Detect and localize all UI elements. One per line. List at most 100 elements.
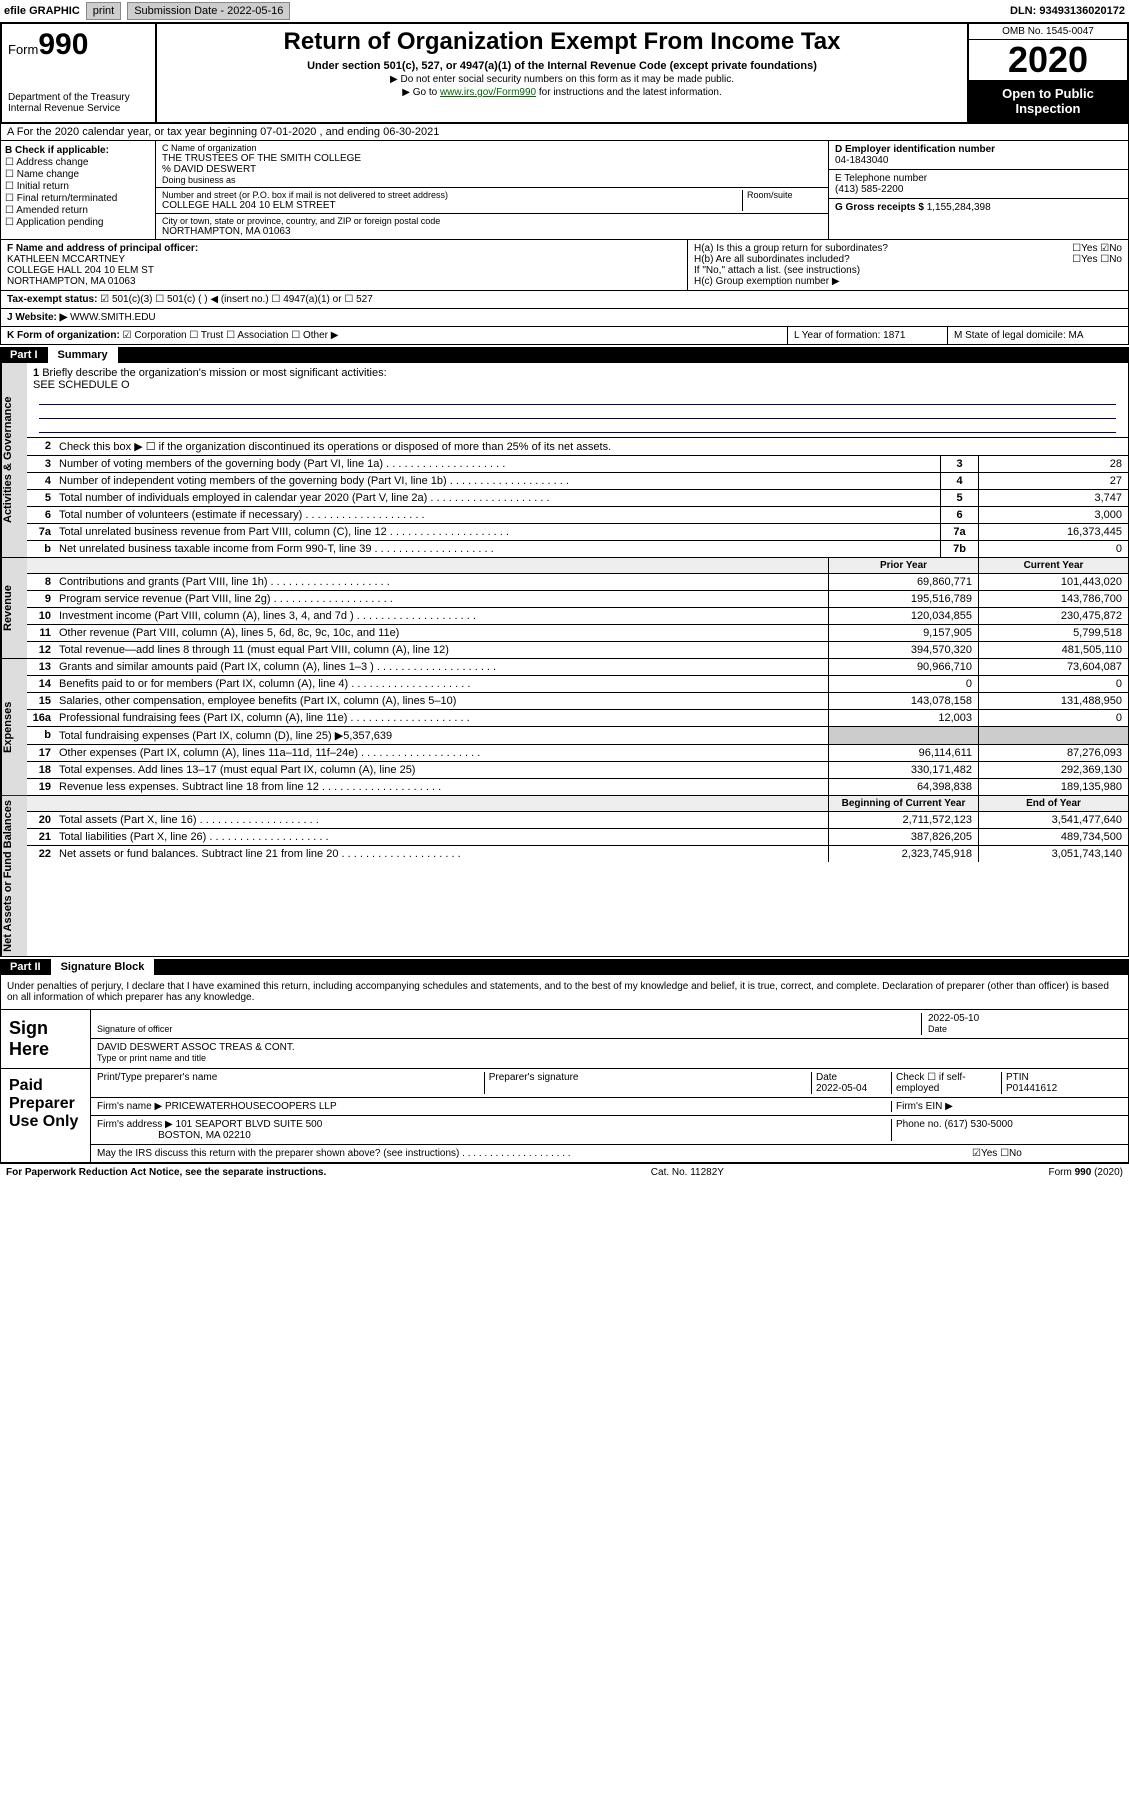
dba-label: Doing business as xyxy=(162,175,822,185)
line1: 1 Briefly describe the organization's mi… xyxy=(27,363,1128,438)
sig-name-row: DAVID DESWERT ASSOC TREAS & CONT.Type or… xyxy=(91,1039,1128,1067)
line17: Other expenses (Part IX, column (A), lin… xyxy=(55,745,828,761)
sig-name-label: Type or print name and title xyxy=(97,1053,206,1063)
val3: 28 xyxy=(978,456,1128,472)
ein-cell: D Employer identification number 04-1843… xyxy=(829,141,1128,170)
note2-pre: ▶ Go to xyxy=(402,87,440,98)
c10: 230,475,872 xyxy=(978,608,1128,624)
form-prefix: Form xyxy=(8,42,38,57)
form-header: Form990 Department of the Treasury Inter… xyxy=(0,22,1129,124)
status-501c3: 501(c)(3) xyxy=(112,294,153,305)
status-4947: 4947(a)(1) or xyxy=(283,294,341,305)
c20: 3,541,477,640 xyxy=(978,812,1128,828)
c17: 87,276,093 xyxy=(978,745,1128,761)
firmaddr-label: Firm's address ▶ xyxy=(97,1119,173,1130)
row-fh: F Name and address of principal officer:… xyxy=(0,240,1129,291)
instructions-link[interactable]: www.irs.gov/Form990 xyxy=(440,87,536,98)
c22: 3,051,743,140 xyxy=(978,846,1128,862)
c15: 131,488,950 xyxy=(978,693,1128,709)
header-middle: Return of Organization Exempt From Incom… xyxy=(157,24,967,122)
part2-num: Part II xyxy=(0,959,51,975)
paid-label: Paid Preparer Use Only xyxy=(1,1069,91,1162)
val5: 3,747 xyxy=(978,490,1128,506)
prep-self-hdr: Check ☐ if self-employed xyxy=(892,1072,1002,1094)
header-left: Form990 Department of the Treasury Inter… xyxy=(2,24,157,122)
tax-year: 2020 xyxy=(969,40,1127,80)
line22: Net assets or fund balances. Subtract li… xyxy=(55,846,828,862)
chk-address[interactable]: ☐ Address change xyxy=(5,157,151,168)
prep-sig-hdr: Preparer's signature xyxy=(485,1072,812,1094)
line11: Other revenue (Part VIII, column (A), li… xyxy=(55,625,828,641)
sign-here-block: Sign Here Signature of officer 2022-05-1… xyxy=(0,1010,1129,1069)
chk-pending[interactable]: ☐ Application pending xyxy=(5,217,151,228)
page-footer: For Paperwork Reduction Act Notice, see … xyxy=(0,1163,1129,1181)
c13: 73,604,087 xyxy=(978,659,1128,675)
colb-header: B Check if applicable: xyxy=(5,145,109,156)
footer-mid: Cat. No. 11282Y xyxy=(651,1167,724,1178)
note-ssn: ▶ Do not enter social security numbers o… xyxy=(165,74,959,85)
status-label: Tax-exempt status: xyxy=(7,294,97,305)
mission-value: SEE SCHEDULE O xyxy=(33,379,130,391)
c9: 143,786,700 xyxy=(978,591,1128,607)
formorg-label: K Form of organization: xyxy=(7,330,120,341)
chk-final[interactable]: ☐ Final return/terminated xyxy=(5,193,151,204)
governance-label: Activities & Governance xyxy=(1,363,27,557)
col-d-right: D Employer identification number 04-1843… xyxy=(828,141,1128,239)
print-button[interactable]: print xyxy=(86,2,121,20)
p14: 0 xyxy=(828,676,978,692)
chk-initial[interactable]: ☐ Initial return xyxy=(5,181,151,192)
p21: 387,826,205 xyxy=(828,829,978,845)
revenue-section: Revenue Prior YearCurrent Year 8Contribu… xyxy=(0,558,1129,659)
city-state-zip: NORTHAMPTON, MA 01063 xyxy=(162,226,822,237)
block-bcd: B Check if applicable: ☐ Address change … xyxy=(0,141,1129,240)
end-hdr: End of Year xyxy=(978,796,1128,811)
row-j: J Website: ▶ WWW.SMITH.EDU xyxy=(0,309,1129,327)
footer-left: For Paperwork Reduction Act Notice, see … xyxy=(6,1167,326,1178)
status-527: 527 xyxy=(356,294,373,305)
chk-amended[interactable]: ☐ Amended return xyxy=(5,205,151,216)
line9: Program service revenue (Part VIII, line… xyxy=(55,591,828,607)
gross-label: G Gross receipts $ xyxy=(835,202,924,213)
chk-name[interactable]: ☐ Name change xyxy=(5,169,151,180)
omb-number: OMB No. 1545-0047 xyxy=(969,24,1127,40)
status-501c: 501(c) ( ) ◀ (insert no.) xyxy=(167,294,269,305)
dept-label: Department of the Treasury Internal Reve… xyxy=(8,92,149,114)
line15: Salaries, other compensation, employee b… xyxy=(55,693,828,709)
row-k: K Form of organization: ☑ Corporation ☐ … xyxy=(0,327,1129,345)
gross-cell: G Gross receipts $ 1,155,284,398 xyxy=(829,199,1128,216)
note2-post: for instructions and the latest informat… xyxy=(536,87,722,98)
ein-label: D Employer identification number xyxy=(835,144,995,155)
form-org: K Form of organization: ☑ Corporation ☐ … xyxy=(1,327,788,344)
note-link: ▶ Go to www.irs.gov/Form990 for instruct… xyxy=(165,87,959,98)
form-subtitle: Under section 501(c), 527, or 4947(a)(1)… xyxy=(165,60,959,72)
tel-value: (413) 585-2200 xyxy=(835,184,903,195)
ein-value: 04-1843040 xyxy=(835,155,888,166)
top-toolbar: efile GRAPHIC print Submission Date - 20… xyxy=(0,0,1129,22)
tel-label: E Telephone number xyxy=(835,173,927,184)
p9: 195,516,789 xyxy=(828,591,978,607)
perjury-text: Under penalties of perjury, I declare th… xyxy=(0,975,1129,1010)
ha-row: H(a) Is this a group return for subordin… xyxy=(694,243,1122,254)
line4: Number of independent voting members of … xyxy=(55,473,940,489)
prep-date-val: 2022-05-04 xyxy=(816,1083,867,1094)
line21: Total liabilities (Part X, line 26) xyxy=(55,829,828,845)
line19: Revenue less expenses. Subtract line 18 … xyxy=(55,779,828,795)
col-h: H(a) Is this a group return for subordin… xyxy=(688,240,1128,290)
mission-label: Briefly describe the organization's miss… xyxy=(42,367,386,379)
revenue-label: Revenue xyxy=(1,558,27,658)
ptin-hdr: PTIN xyxy=(1006,1072,1029,1083)
tax-exempt-status: Tax-exempt status: ☑ 501(c)(3) ☐ 501(c) … xyxy=(1,291,1128,308)
row-a-tax-year: A For the 2020 calendar year, or tax yea… xyxy=(0,124,1129,141)
part2-header: Part II Signature Block xyxy=(0,959,1129,975)
c11: 5,799,518 xyxy=(978,625,1128,641)
c8: 101,443,020 xyxy=(978,574,1128,590)
line3: Number of voting members of the governin… xyxy=(55,456,940,472)
prep-date-hdr: Date xyxy=(816,1072,837,1083)
part2-title: Signature Block xyxy=(51,959,155,975)
firm-name: PRICEWATERHOUSECOOPERS LLP xyxy=(165,1101,337,1112)
header-right: OMB No. 1545-0047 2020 Open to Public In… xyxy=(967,24,1127,122)
part1-header: Part I Summary xyxy=(0,347,1129,363)
p16a: 12,003 xyxy=(828,710,978,726)
officer-addr: COLLEGE HALL 204 10 ELM ST NORTHAMPTON, … xyxy=(7,265,154,287)
submission-date-button[interactable]: Submission Date - 2022-05-16 xyxy=(127,2,290,20)
